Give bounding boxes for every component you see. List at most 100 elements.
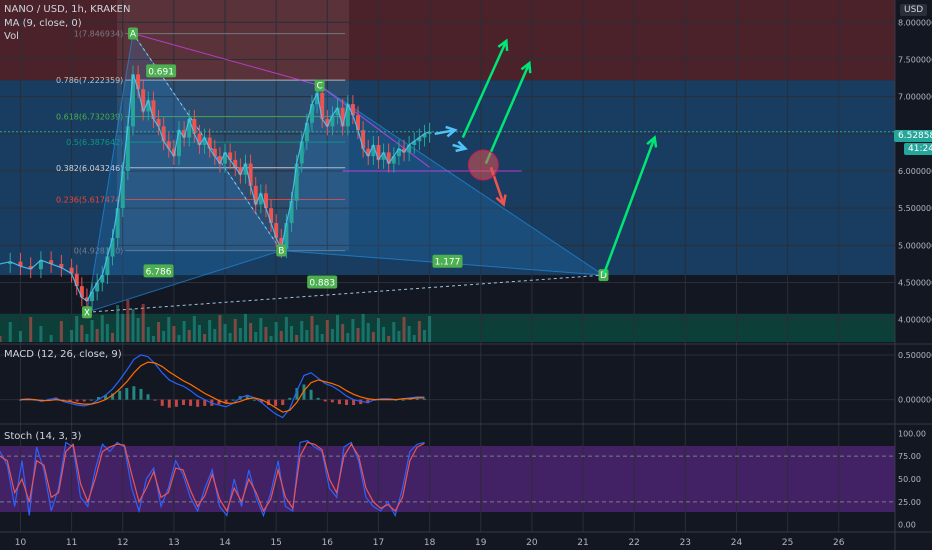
volume-bar <box>213 329 217 342</box>
macd-histogram-bar <box>330 399 334 403</box>
pattern-point-label: D <box>600 271 607 281</box>
volume-bar <box>157 322 161 342</box>
volume-bar <box>162 331 166 342</box>
price-candle <box>120 171 125 209</box>
pattern-point-x: X <box>81 306 92 319</box>
macd-histogram-bar <box>231 399 235 401</box>
volume-bar <box>279 331 283 342</box>
volume-bar <box>136 318 140 342</box>
macd-histogram-bar <box>181 399 185 406</box>
volume-bar <box>146 327 150 342</box>
ratio-label: 0.691 <box>148 67 174 77</box>
price-candle <box>228 152 233 160</box>
price-candle <box>166 141 171 149</box>
fib-level-label: 0.786(7.222359) <box>56 76 123 85</box>
macd-histogram-bar <box>146 394 150 400</box>
vol-legend[interactable]: Vol <box>4 31 19 42</box>
price-candle <box>340 107 345 127</box>
price-candle <box>274 223 279 238</box>
price-candle <box>350 104 355 116</box>
volume-bar <box>131 309 135 342</box>
pattern-point-box <box>81 306 92 319</box>
price-candle <box>320 92 325 119</box>
macd-histogram-bar <box>125 388 129 400</box>
macd-histogram-bar <box>111 393 115 400</box>
volume-bar <box>397 331 401 342</box>
volume-bar <box>305 330 309 342</box>
price-candle <box>361 130 366 149</box>
price-candle <box>386 152 391 164</box>
ratio-box <box>432 254 463 268</box>
volume-bar <box>274 322 278 342</box>
pattern-xd-line <box>86 274 604 313</box>
volume-bar <box>336 315 340 342</box>
volume-bar <box>417 321 421 342</box>
short-arrow <box>434 128 456 136</box>
macd-histogram-bar <box>132 386 136 400</box>
volume-bar <box>325 320 329 342</box>
macd-legend[interactable]: MACD (12, 26, close, 9) <box>4 349 122 360</box>
macd-signal-line <box>20 361 425 413</box>
volume-bar <box>238 328 242 342</box>
price-candle <box>315 92 320 105</box>
macd-histogram-bar <box>54 397 58 400</box>
pattern-point-label: X <box>84 308 90 318</box>
short-arrow-head <box>455 140 468 153</box>
macd-histogram-bar <box>89 399 93 401</box>
volume-bar <box>105 324 109 342</box>
macd-histogram-bar <box>281 399 285 406</box>
price-candle <box>212 148 217 157</box>
x-tick-label: 22 <box>628 538 639 548</box>
last-price-badge: 6.528589 <box>894 130 932 142</box>
price-candle <box>279 237 284 250</box>
volume-bar <box>269 336 273 342</box>
macd-histogram-bar <box>288 397 292 400</box>
volume-bar <box>300 321 304 342</box>
volume-bar <box>254 332 258 342</box>
price-candle <box>304 122 309 142</box>
price-candle <box>294 163 299 201</box>
price-candle <box>345 104 350 127</box>
volume-bar <box>346 333 350 342</box>
macd-histogram-bar <box>302 384 306 400</box>
projection-arrow-head <box>497 38 509 51</box>
price-candle <box>136 74 141 90</box>
projection-arrow-head <box>646 135 658 148</box>
ma-legend[interactable]: MA (9, close, 0) <box>4 18 82 29</box>
price-candle <box>79 286 84 298</box>
symbol-title: NANO / USD, 1h, KRAKEN <box>4 4 131 15</box>
pattern-point-c: C <box>314 79 325 92</box>
price-candle <box>238 167 243 175</box>
pattern-point-a: A <box>127 27 138 40</box>
price-candle <box>192 118 197 134</box>
volume-bar <box>100 315 104 342</box>
currency-badge[interactable]: USD <box>900 4 928 16</box>
volume-bar <box>320 334 324 342</box>
stoch-tick-label: 75.00 <box>898 452 921 461</box>
stoch-legend[interactable]: Stoch (14, 3, 3) <box>4 431 82 442</box>
fib-level-label: 0.382(6.043246) <box>56 164 123 173</box>
x-tick-label: 12 <box>117 538 128 548</box>
macd-histogram-bar <box>401 399 405 401</box>
volume-bar <box>290 326 294 342</box>
price-candle <box>18 261 23 267</box>
price-candle <box>110 237 115 257</box>
ratio-box <box>307 275 338 289</box>
price-candle <box>74 273 79 287</box>
pattern-point-box <box>276 244 287 257</box>
volume-bar <box>356 328 360 342</box>
price-candle <box>381 152 386 160</box>
macd-histogram-bar <box>309 389 313 400</box>
x-tick-label: 10 <box>15 538 27 548</box>
price-candle <box>130 74 135 127</box>
price-candle <box>269 208 274 224</box>
x-tick-label: 11 <box>66 538 77 548</box>
price-candle <box>105 256 110 276</box>
stoch-tick-label: 100.00 <box>898 429 926 438</box>
macd-histogram-bar <box>96 396 100 400</box>
